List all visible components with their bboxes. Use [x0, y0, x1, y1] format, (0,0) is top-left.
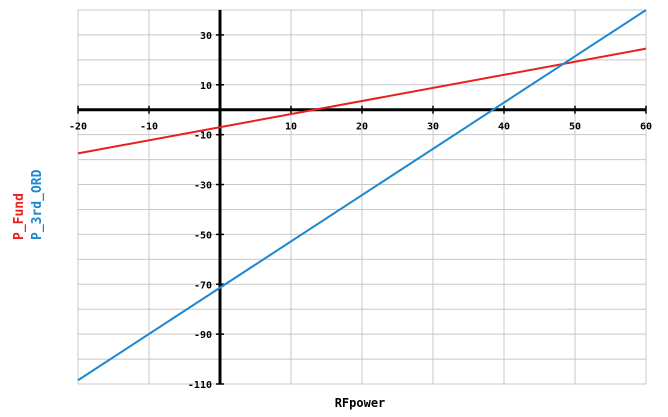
y-axis-label-p-fund: P_Fund	[12, 193, 27, 240]
x-tick-label: 10	[285, 122, 297, 133]
grid	[77, 9, 647, 385]
series-line-p-3rd-ord	[77, 9, 647, 382]
x-tick-label: -20	[69, 122, 87, 133]
series-line-p-fund	[77, 47, 647, 155]
x-tick-label: 60	[640, 122, 652, 133]
x-tick-label: 50	[569, 122, 581, 133]
y-tick-label: 30	[200, 31, 212, 42]
y-tick-label: -110	[188, 380, 212, 391]
y-axis-labels: P_Fund P_3rd_ORD	[6, 130, 50, 240]
x-tick-label: 40	[498, 122, 510, 133]
x-axis-label: RFpower	[334, 396, 386, 410]
x-tick-label: 30	[427, 122, 439, 133]
y-axis-label-p-3rd-ord: P_3rd_ORD	[30, 169, 45, 240]
x-tick-label: -10	[140, 122, 158, 133]
y-tick-label: -70	[194, 280, 212, 291]
y-tick-label: -30	[194, 181, 212, 192]
y-tick-label: 10	[200, 81, 212, 92]
series-lines	[77, 9, 647, 382]
y-tick-label: -10	[194, 131, 212, 142]
x-tick-label: 20	[356, 122, 368, 133]
y-tick-label: -50	[194, 230, 212, 241]
tick-labels: -20 -10 10 20 30 40 50 60 30 10 -10 -30 -50 -70 -90 -11…	[69, 31, 652, 391]
y-tick-label: -90	[194, 330, 212, 341]
axes	[77, 10, 647, 385]
